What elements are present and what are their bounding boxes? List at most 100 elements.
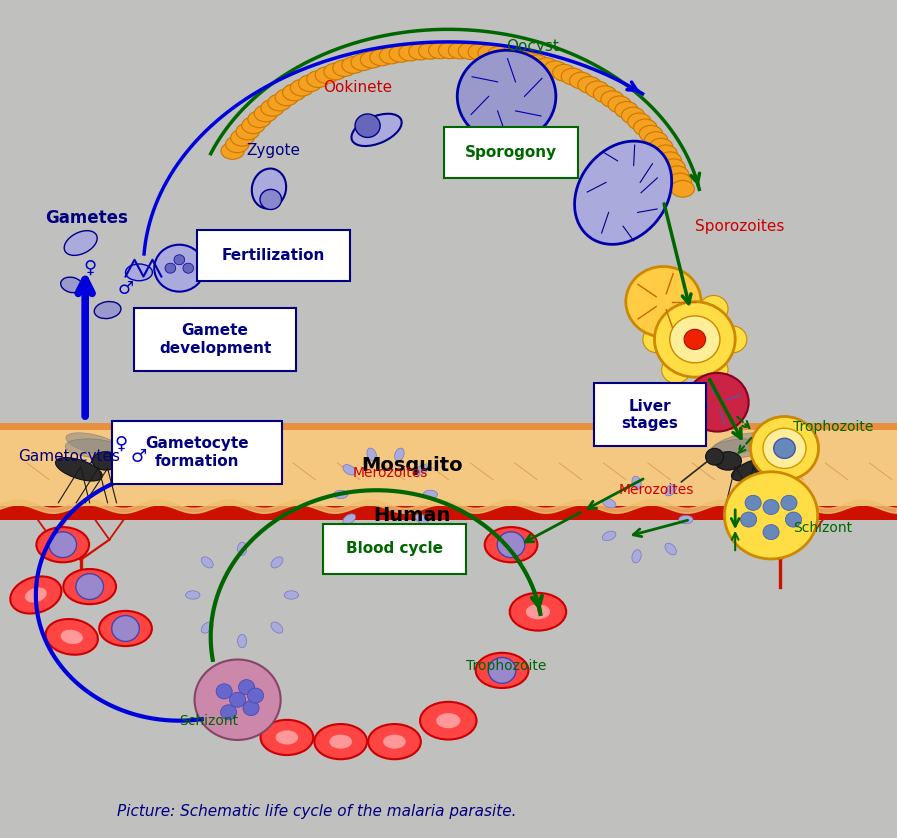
Ellipse shape [275, 89, 299, 106]
Ellipse shape [25, 587, 47, 603]
Ellipse shape [383, 735, 405, 748]
Ellipse shape [423, 490, 438, 499]
Text: Human: Human [374, 506, 451, 525]
Ellipse shape [633, 119, 657, 136]
Ellipse shape [614, 101, 638, 118]
Text: Merozoites: Merozoites [353, 467, 428, 480]
Ellipse shape [439, 42, 462, 59]
Ellipse shape [333, 59, 356, 76]
Circle shape [488, 658, 516, 683]
Ellipse shape [468, 44, 492, 60]
Ellipse shape [448, 42, 472, 59]
Ellipse shape [395, 448, 405, 461]
Circle shape [786, 512, 802, 527]
Ellipse shape [342, 57, 365, 74]
Circle shape [700, 296, 728, 323]
Circle shape [195, 660, 281, 740]
Circle shape [662, 296, 691, 323]
Ellipse shape [654, 145, 677, 162]
Ellipse shape [500, 538, 522, 551]
Ellipse shape [484, 527, 537, 562]
Text: Schizont: Schizont [179, 714, 239, 727]
Ellipse shape [475, 653, 528, 688]
Ellipse shape [395, 528, 405, 541]
Ellipse shape [399, 44, 422, 61]
Ellipse shape [284, 591, 299, 599]
Ellipse shape [260, 720, 313, 755]
Circle shape [110, 448, 128, 465]
Circle shape [706, 448, 724, 465]
Ellipse shape [361, 51, 384, 68]
Ellipse shape [631, 550, 641, 563]
Ellipse shape [271, 556, 283, 568]
Ellipse shape [715, 452, 742, 470]
Circle shape [165, 263, 176, 273]
Ellipse shape [92, 452, 119, 470]
Ellipse shape [314, 724, 367, 759]
Ellipse shape [368, 724, 421, 759]
Circle shape [216, 684, 232, 699]
Ellipse shape [731, 458, 779, 481]
Ellipse shape [415, 514, 428, 525]
Ellipse shape [248, 111, 271, 127]
Circle shape [243, 701, 259, 716]
Circle shape [751, 416, 819, 480]
Ellipse shape [307, 70, 330, 87]
Text: Gametes: Gametes [45, 209, 127, 227]
Circle shape [718, 326, 747, 353]
Text: Sporozoites: Sporozoites [695, 219, 784, 234]
Text: ♀: ♀ [83, 259, 96, 277]
Ellipse shape [334, 490, 348, 499]
FancyBboxPatch shape [112, 422, 283, 484]
FancyBboxPatch shape [594, 384, 706, 446]
Circle shape [725, 472, 818, 559]
Ellipse shape [526, 604, 550, 619]
Text: ♂: ♂ [131, 447, 147, 466]
Ellipse shape [65, 432, 122, 456]
Circle shape [260, 189, 282, 210]
Ellipse shape [236, 123, 259, 140]
Ellipse shape [238, 542, 247, 556]
Ellipse shape [586, 81, 609, 98]
Ellipse shape [268, 94, 292, 111]
Ellipse shape [186, 591, 200, 599]
Ellipse shape [507, 49, 530, 66]
Text: Mosquito: Mosquito [361, 456, 463, 474]
Ellipse shape [291, 80, 314, 96]
Ellipse shape [478, 44, 501, 61]
Ellipse shape [352, 114, 402, 146]
Ellipse shape [662, 159, 685, 176]
Ellipse shape [578, 76, 601, 93]
Ellipse shape [299, 75, 322, 91]
Ellipse shape [420, 702, 476, 739]
Ellipse shape [10, 577, 62, 613]
Text: Sporogony: Sporogony [465, 145, 557, 160]
Ellipse shape [252, 168, 286, 209]
Ellipse shape [94, 302, 121, 318]
Circle shape [662, 356, 691, 383]
Bar [0, 423, 897, 520]
Circle shape [643, 326, 672, 353]
Ellipse shape [488, 46, 511, 63]
Text: Gametocyte
formation: Gametocyte formation [145, 437, 249, 468]
Ellipse shape [517, 52, 540, 69]
Ellipse shape [666, 166, 689, 183]
Ellipse shape [622, 107, 645, 124]
Text: ♀: ♀ [115, 435, 127, 453]
Text: Blood cycle: Blood cycle [346, 541, 443, 556]
Ellipse shape [644, 132, 667, 148]
FancyBboxPatch shape [135, 308, 296, 370]
Ellipse shape [679, 515, 693, 524]
Circle shape [174, 255, 185, 265]
Ellipse shape [65, 439, 123, 458]
Ellipse shape [409, 43, 432, 59]
Ellipse shape [367, 448, 377, 461]
Ellipse shape [509, 593, 566, 630]
Ellipse shape [429, 42, 452, 59]
Circle shape [741, 512, 757, 527]
Ellipse shape [329, 735, 352, 748]
Text: Trophozoite: Trophozoite [466, 660, 546, 673]
Ellipse shape [601, 91, 624, 107]
Ellipse shape [46, 619, 98, 654]
Ellipse shape [271, 622, 283, 634]
